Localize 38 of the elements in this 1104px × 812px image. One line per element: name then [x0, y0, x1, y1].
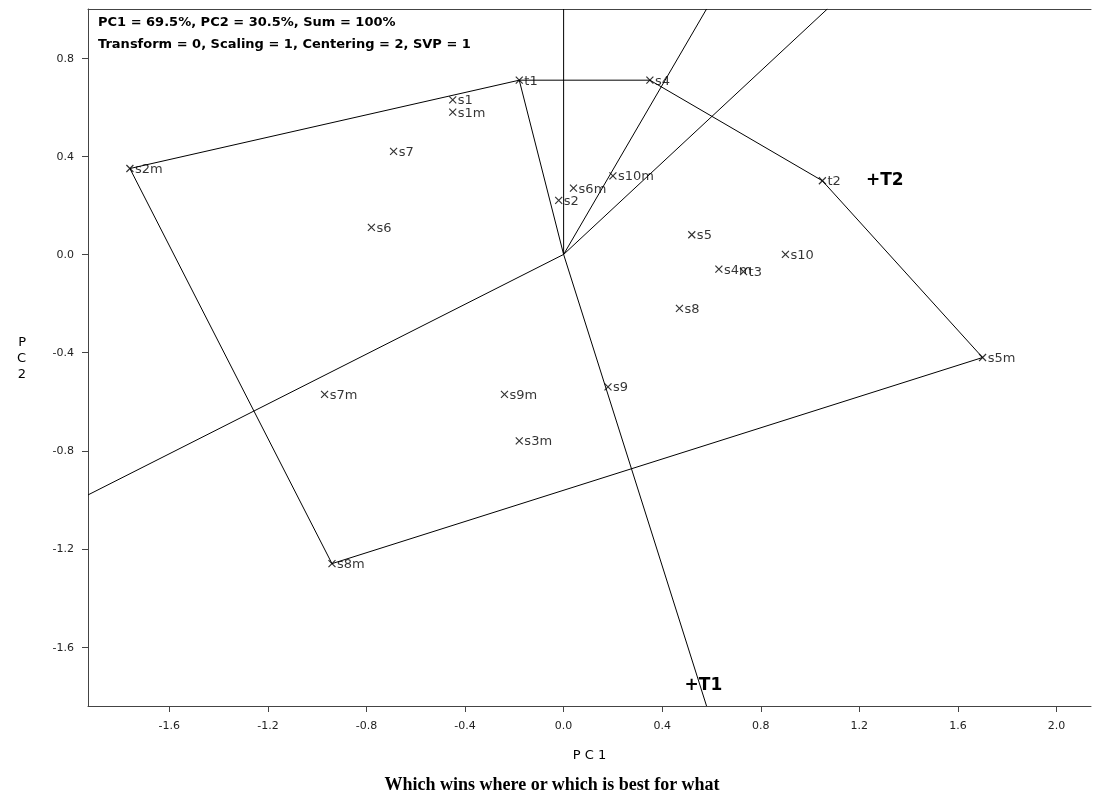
x-tick-label: -1.6: [158, 719, 181, 732]
data-label: s10: [790, 246, 814, 262]
x-tick-label: -0.8: [355, 719, 378, 732]
y-tick-label: -1.6: [52, 640, 74, 654]
data-label: s2m: [134, 161, 163, 177]
data-label: s7: [398, 143, 414, 159]
data-label: s2: [563, 192, 579, 208]
x-tick-label: 2.0: [1047, 719, 1066, 732]
data-label: s8m: [337, 556, 365, 572]
x-tick-label: 0.8: [752, 719, 770, 732]
x-tick-label: 0.0: [554, 719, 573, 732]
x-axis-title: P C 1: [572, 747, 607, 762]
y-tick-label: -1.2: [52, 542, 74, 556]
data-label: s9: [613, 379, 629, 395]
data-label: s7m: [329, 386, 358, 402]
y-tick-label: -0.4: [52, 346, 74, 360]
annotation: +T2: [866, 168, 904, 189]
data-label: s8: [684, 300, 700, 316]
data-label: s3m: [524, 433, 553, 449]
series-label: +T1: [684, 674, 723, 694]
x-tick-label: -0.4: [454, 719, 476, 732]
data-label: s6: [376, 219, 392, 235]
y-tick-label: -0.8: [52, 444, 74, 458]
data-label: t2: [827, 173, 841, 189]
annotation: PC1 = 69.5%, PC2 = 30.5%, Sum = 100%: [98, 14, 396, 29]
y-tick-label: 0.8: [56, 51, 74, 65]
x-tick-label: 1.6: [949, 719, 967, 732]
x-tick-label: 0.4: [653, 719, 671, 732]
data-label: s5: [696, 227, 712, 243]
x-tick-label: -1.2: [257, 719, 279, 732]
y-tick-label: 0.0: [56, 247, 74, 261]
x-tick-label: 1.2: [850, 719, 869, 732]
text: Which wins where or which is best for what: [384, 774, 720, 794]
annotation: Transform = 0, Scaling = 1, Centering = 2, SVP = 1: [98, 36, 471, 51]
y-tick-label: 0.4: [56, 149, 74, 163]
data-label: s5m: [987, 350, 1016, 365]
y-axis-title: P C 2: [16, 334, 27, 381]
data-label: s9m: [509, 386, 538, 402]
